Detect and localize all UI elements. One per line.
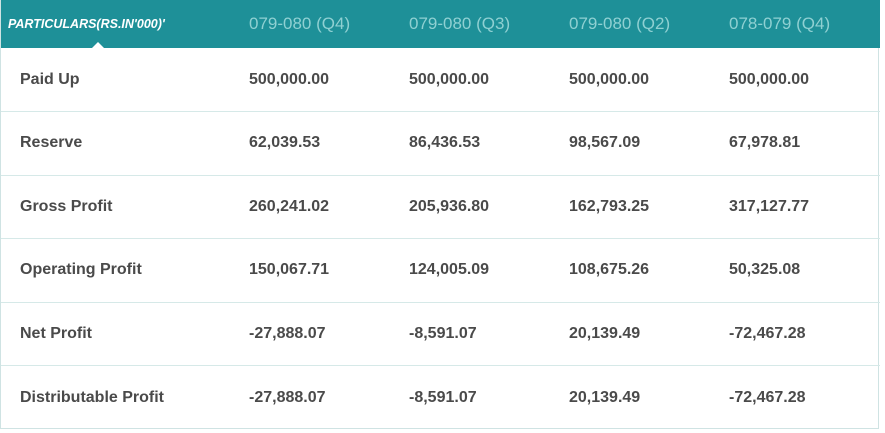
table-row: Operating Profit 150,067.71 124,005.09 1… xyxy=(1,239,880,302)
table-cell: 62,039.53 xyxy=(249,134,321,152)
table-header-row: PARTICULARS(RS.IN'000)' 079-080 (Q4) 079… xyxy=(1,0,880,49)
table-cell: -8,591.07 xyxy=(409,324,477,342)
row-label: Paid Up xyxy=(20,70,80,88)
tab-079-080-q3[interactable]: 079-080 (Q3) xyxy=(399,0,559,48)
tab-label: 079-080 (Q3) xyxy=(409,14,511,33)
tab-label: 079-080 (Q2) xyxy=(569,14,671,33)
table-cell: -72,467.28 xyxy=(729,324,806,342)
table-cell: 124,005.09 xyxy=(409,261,490,279)
table-row: Distributable Profit -27,888.07 -8,591.0… xyxy=(1,366,880,430)
tab-particulars[interactable]: PARTICULARS(RS.IN'000)' xyxy=(1,0,239,49)
tab-078-079-q4[interactable]: 078-079 (Q4) xyxy=(719,0,880,48)
table-cell: 86,436.53 xyxy=(409,134,481,152)
row-label: Net Profit xyxy=(20,324,92,342)
table-cell: -8,591.07 xyxy=(409,388,477,406)
row-label: Distributable Profit xyxy=(20,388,165,406)
table-cell: 500,000.00 xyxy=(569,70,650,88)
table-cell: 260,241.02 xyxy=(249,197,330,215)
tab-079-080-q2[interactable]: 079-080 (Q2) xyxy=(559,0,719,48)
table-cell: 205,936.80 xyxy=(409,197,490,215)
table-cell: 150,067.71 xyxy=(249,261,330,279)
table-cell: 98,567.09 xyxy=(569,134,641,152)
tab-label: PARTICULARS(RS.IN'000)' xyxy=(8,17,165,31)
tab-label: 079-080 (Q4) xyxy=(249,14,351,33)
row-label: Gross Profit xyxy=(20,197,113,215)
table-cell: 108,675.26 xyxy=(569,261,650,279)
table-row: Paid Up 500,000.00 500,000.00 500,000.00… xyxy=(1,48,880,112)
table-cell: -27,888.07 xyxy=(249,324,326,342)
table-cell: 317,127.77 xyxy=(729,197,810,215)
table-cell: 50,325.08 xyxy=(729,261,801,279)
tab-label: 078-079 (Q4) xyxy=(729,14,831,33)
table-row: Net Profit -27,888.07 -8,591.07 20,139.4… xyxy=(1,302,880,366)
table-cell: -27,888.07 xyxy=(249,388,326,406)
table-row: Reserve 62,039.53 86,436.53 98,567.09 67… xyxy=(1,112,880,175)
row-label: Operating Profit xyxy=(20,261,142,279)
table-cell: 67,978.81 xyxy=(729,134,801,152)
active-tab-caret-icon xyxy=(91,42,105,49)
table-cell: 500,000.00 xyxy=(409,70,490,88)
table-cell: 162,793.25 xyxy=(569,197,650,215)
row-label: Reserve xyxy=(20,134,83,152)
table-cell: 500,000.00 xyxy=(729,70,810,88)
table-cell: 20,139.49 xyxy=(569,388,641,406)
table-cell: 20,139.49 xyxy=(569,324,641,342)
table-cell: 500,000.00 xyxy=(249,70,330,88)
table-cell: -72,467.28 xyxy=(729,388,806,406)
tab-079-080-q4[interactable]: 079-080 (Q4) xyxy=(239,0,399,48)
table-row: Gross Profit 260,241.02 205,936.80 162,7… xyxy=(1,175,880,239)
